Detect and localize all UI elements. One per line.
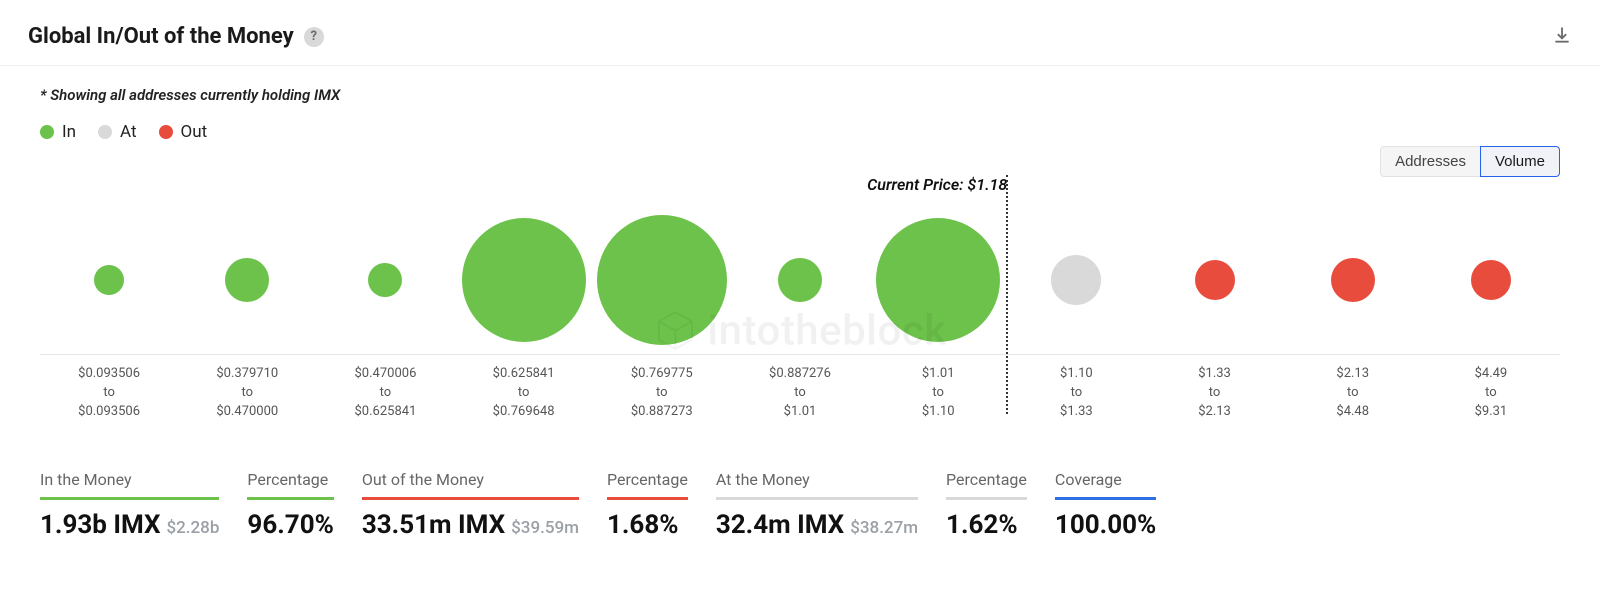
- bubble-cell: [1422, 205, 1560, 354]
- bubble[interactable]: [94, 265, 124, 295]
- stat-block: At the Money 32.4m IMX$38.27m: [716, 470, 918, 540]
- legend-at: At: [98, 122, 137, 142]
- stat-label: Percentage: [607, 470, 688, 500]
- bubble-cell: [455, 205, 593, 354]
- legend-out-label: Out: [181, 122, 208, 142]
- note-text: * Showing all addresses currently holdin…: [40, 86, 1560, 104]
- stat-block: Percentage 1.62%: [946, 470, 1027, 540]
- x-axis-label: $1.01to$1.10: [869, 365, 1007, 422]
- page-title: Global In/Out of the Money: [28, 24, 294, 49]
- x-axis-label: $1.33to$2.13: [1145, 365, 1283, 422]
- stat-value: 96.70%: [247, 510, 333, 540]
- download-icon[interactable]: [1552, 25, 1572, 49]
- x-axis-label: $0.470006to$0.625841: [316, 365, 454, 422]
- legend-in: In: [40, 122, 76, 142]
- stats-row: In the Money 1.93b IMX$2.28b Percentage 96.…: [40, 470, 1560, 540]
- bubble[interactable]: [778, 258, 822, 302]
- header: Global In/Out of the Money ?: [0, 0, 1600, 66]
- bubble[interactable]: [597, 215, 727, 345]
- x-axis-label: $0.887276to$1.01: [731, 365, 869, 422]
- stat-subvalue: $39.59m: [511, 518, 579, 538]
- stat-label: At the Money: [716, 470, 918, 500]
- bubble-chart: Current Price: $1.18 intotheblock $0.093…: [40, 205, 1560, 422]
- bubble[interactable]: [1051, 255, 1101, 305]
- bubble-cell: [1145, 205, 1283, 354]
- legend: In At Out: [40, 122, 1560, 142]
- stat-value: 1.62%: [946, 510, 1027, 540]
- legend-dot-out-icon: [159, 125, 173, 139]
- legend-in-label: In: [62, 122, 76, 142]
- stat-value: 32.4m IMX$38.27m: [716, 510, 918, 540]
- stat-subvalue: $2.28b: [166, 518, 219, 538]
- bubble-cell: [40, 205, 178, 354]
- bubble-cell: [593, 205, 731, 354]
- legend-dot-at-icon: [98, 125, 112, 139]
- legend-out: Out: [159, 122, 208, 142]
- x-axis-label: $0.379710to$0.470000: [178, 365, 316, 422]
- stat-value: 1.68%: [607, 510, 688, 540]
- bubble[interactable]: [1331, 258, 1375, 302]
- x-axis-label: $0.769775to$0.887273: [593, 365, 731, 422]
- x-axis-label: $1.10to$1.33: [1007, 365, 1145, 422]
- x-axis-label: $4.49to$9.31: [1422, 365, 1560, 422]
- bubble[interactable]: [1471, 260, 1511, 300]
- stat-value: 1.93b IMX$2.28b: [40, 510, 219, 540]
- x-axis-label: $2.13to$4.48: [1284, 365, 1422, 422]
- legend-at-label: At: [120, 122, 137, 142]
- bubble[interactable]: [368, 263, 402, 297]
- stat-block: Out of the Money 33.51m IMX$39.59m: [362, 470, 579, 540]
- stat-block: Coverage 100.00%: [1055, 470, 1156, 540]
- toggle-volume-button[interactable]: Volume: [1480, 146, 1560, 177]
- bubble-cell: [178, 205, 316, 354]
- bubble-cell: [1007, 205, 1145, 354]
- bubble[interactable]: [462, 218, 586, 342]
- toggle-addresses-button[interactable]: Addresses: [1380, 146, 1481, 177]
- bubble-cell: [316, 205, 454, 354]
- stat-block: Percentage 96.70%: [247, 470, 333, 540]
- view-toggle: Addresses Volume: [1380, 146, 1560, 177]
- stat-value: 100.00%: [1055, 510, 1156, 540]
- current-price-label: Current Price: $1.18: [867, 175, 1007, 194]
- stat-label: Percentage: [247, 470, 333, 500]
- stat-subvalue: $38.27m: [850, 518, 918, 538]
- stat-label: In the Money: [40, 470, 219, 500]
- bubble[interactable]: [1195, 260, 1235, 300]
- bubble-cell: Current Price: $1.18: [869, 205, 1007, 354]
- stat-block: In the Money 1.93b IMX$2.28b: [40, 470, 219, 540]
- stat-block: Percentage 1.68%: [607, 470, 688, 540]
- stat-label: Out of the Money: [362, 470, 579, 500]
- help-icon[interactable]: ?: [304, 27, 324, 47]
- stat-value: 33.51m IMX$39.59m: [362, 510, 579, 540]
- x-axis-label: $0.093506to$0.093506: [40, 365, 178, 422]
- x-axis-label: $0.625841to$0.769648: [455, 365, 593, 422]
- legend-dot-in-icon: [40, 125, 54, 139]
- stat-label: Coverage: [1055, 470, 1156, 500]
- bubble[interactable]: [225, 258, 269, 302]
- bubble-cell: [1284, 205, 1422, 354]
- bubble-cell: [731, 205, 869, 354]
- bubble[interactable]: [876, 218, 1000, 342]
- stat-label: Percentage: [946, 470, 1027, 500]
